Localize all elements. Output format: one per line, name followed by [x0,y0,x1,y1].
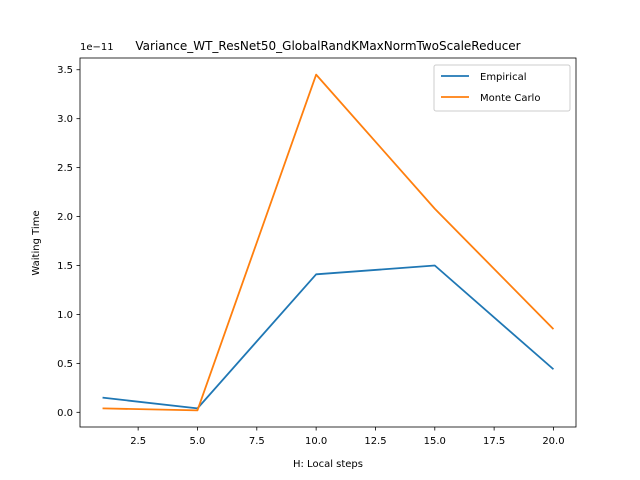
y-tick-label: 3.0 [57,114,73,125]
series-group [102,73,555,412]
x-axis-ticks: 2.5 5.0 7.5 10.0 12.5 15.0 17.5 20.0 [130,427,565,447]
y-tick-label: 3.5 [57,65,73,76]
x-axis-label: H: Local steps [293,459,363,470]
legend-label-monte-carlo: Monte Carlo [480,93,540,104]
y-tick-label: 0.0 [57,408,73,419]
legend: Empirical Monte Carlo [433,64,571,112]
x-tick-label: 10.0 [305,436,327,447]
y-tick-label: 1.5 [57,261,73,272]
series-line-monte-carlo [102,73,555,412]
x-tick-label: 17.5 [483,436,505,447]
y-tick-label: 1.0 [57,310,73,321]
series-line-empirical [102,264,555,410]
y-tick-label: 0.5 [57,359,73,370]
legend-label-empirical: Empirical [480,72,526,83]
x-tick-label: 5.0 [190,436,206,447]
x-tick-label: 7.5 [249,436,265,447]
chart-title: Variance_WT_ResNet50_GlobalRandKMaxNormT… [135,39,520,53]
x-tick-label: 20.0 [542,436,564,447]
x-tick-label: 12.5 [364,436,386,447]
y-tick-label: 2.0 [57,212,73,223]
axes-frame [79,57,577,428]
y-offset-label: 1e−11 [80,42,114,53]
x-tick-label: 2.5 [130,436,146,447]
x-tick-label: 15.0 [424,436,446,447]
y-tick-label: 2.5 [57,163,73,174]
y-axis-ticks: 0.0 0.5 1.0 1.5 2.0 2.5 3.0 3.5 [57,65,80,419]
y-axis-label: Waiting Time [31,210,42,275]
plot-area [79,57,577,428]
